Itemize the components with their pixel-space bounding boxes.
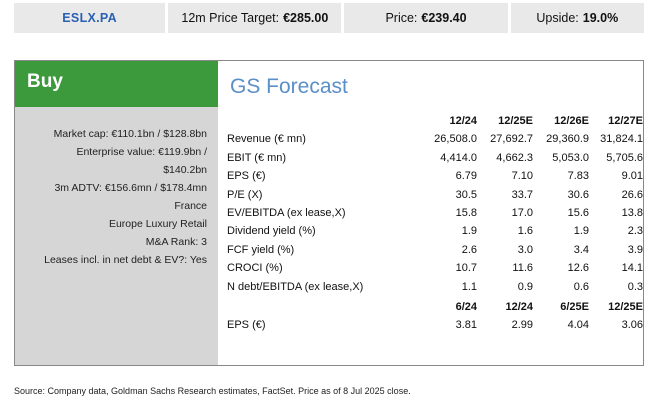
cell: 7.10 [511, 170, 533, 183]
cell: 4.04 [567, 319, 589, 332]
price-target: 12m Price Target: €285.00 [168, 3, 342, 33]
cell: 0.6 [573, 280, 589, 293]
row-label: EV/EBITDA (ex lease,X) [227, 206, 346, 219]
fact-sector: Europe Luxury Retail [108, 218, 207, 230]
cell: 27,692.7 [490, 133, 533, 146]
column-header: 12/24 [505, 300, 533, 313]
row-label: N debt/EBITDA (ex lease,X) [227, 280, 364, 293]
ticker: ESLX.PA [14, 3, 166, 33]
price-target-value: €285.00 [283, 11, 329, 25]
cell: 30.5 [455, 188, 477, 201]
table-row: Revenue (€ mn) 26,508.0 27,692.7 29,360.… [227, 131, 643, 149]
cell: 0.3 [627, 280, 643, 293]
table-row: P/E (X) 30.5 33.7 30.6 26.6 [227, 187, 643, 205]
fact-enterprise-value: Enterprise value: €119.9bn / [76, 146, 207, 158]
source-footnote: Source: Company data, Goldman Sachs Rese… [14, 386, 411, 396]
table-row: EPS (€) 6.79 7.10 7.83 9.01 [227, 168, 643, 186]
table-row: Dividend yield (%) 1.9 1.6 1.9 2.3 [227, 223, 643, 241]
forecast-title: GS Forecast [230, 75, 348, 98]
table-row: EBIT (€ mn) 4,414.0 4,662.3 5,053.0 5,70… [227, 150, 643, 168]
upside: Upside: 19.0% [510, 3, 644, 33]
cell: 10.7 [455, 262, 477, 275]
price-value: €239.40 [421, 11, 467, 25]
fact-adtv: 3m ADTV: €156.6mn / $178.4mn [54, 182, 207, 194]
row-label: Dividend yield (%) [227, 225, 316, 238]
fact-leases: Leases incl. in net debt & EV?: Yes [44, 254, 207, 266]
table-row: CROCI (%) 10.7 11.6 12.6 14.1 [227, 260, 643, 278]
cell: 26,508.0 [434, 133, 477, 146]
fact-market-cap: Market cap: €110.1bn / $128.8bn [53, 128, 207, 140]
table-row: N debt/EBITDA (ex lease,X) 1.1 0.9 0.6 0… [227, 279, 643, 297]
forecast-panel: Buy Market cap: €110.1bn / $128.8bn Ente… [14, 60, 644, 366]
cell: 30.6 [567, 188, 589, 201]
table-row: EPS (€) 3.81 2.99 4.04 3.06 [227, 317, 643, 335]
cell: 0.9 [517, 280, 533, 293]
cell: 5,053.0 [552, 151, 589, 164]
cell: 5,705.6 [606, 151, 643, 164]
row-label: CROCI (%) [227, 262, 283, 275]
cell: 7.83 [567, 170, 589, 183]
cell: 13.8 [621, 206, 643, 219]
cell: 26.6 [621, 188, 643, 201]
cell: 4,662.3 [496, 151, 533, 164]
cell: 1.9 [461, 225, 477, 238]
cell: 6.79 [455, 170, 477, 183]
price-label: Price: [385, 11, 418, 25]
cell: 31,824.1 [600, 133, 643, 146]
cell: 29,360.9 [546, 133, 589, 146]
cell: 14.1 [621, 262, 643, 275]
current-price: Price: €239.40 [344, 3, 508, 33]
forecast-table: 12/24 12/25E 12/26E 12/27E Revenue (€ mn… [227, 113, 643, 336]
table-row: EV/EBITDA (ex lease,X) 15.8 17.0 15.6 13… [227, 205, 643, 223]
cell: 3.06 [621, 319, 643, 332]
cell: 3.4 [573, 243, 589, 256]
cell: 15.6 [567, 206, 589, 219]
row-label: EBIT (€ mn) [227, 151, 287, 164]
rating-badge: Buy [15, 61, 218, 107]
row-label: P/E (X) [227, 188, 263, 201]
cell: 15.8 [455, 206, 477, 219]
fact-ma-rank: M&A Rank: 3 [145, 236, 207, 248]
column-header: 12/24 [449, 115, 477, 127]
upside-value: 19.0% [582, 11, 619, 25]
column-header: 12/26E [554, 115, 589, 127]
row-label: EPS (€) [227, 170, 266, 183]
cell: 9.01 [621, 170, 643, 183]
cell: 3.0 [517, 243, 533, 256]
column-header: 12/25E [608, 300, 643, 313]
upside-label: Upside: [536, 11, 579, 25]
cell: 3.81 [455, 319, 477, 332]
row-label: FCF yield (%) [227, 243, 295, 256]
row-label: Revenue (€ mn) [227, 133, 306, 146]
column-header: 6/25E [560, 300, 589, 313]
row-label: EPS (€) [227, 319, 266, 332]
company-facts: Market cap: €110.1bn / $128.8bn Enterpri… [27, 125, 207, 269]
price-target-label: 12m Price Target: [181, 11, 280, 25]
company-info-column: Buy Market cap: €110.1bn / $128.8bn Ente… [15, 61, 218, 365]
cell: 1.9 [573, 225, 589, 238]
cell: 11.6 [512, 262, 533, 275]
cell: 4,414.0 [440, 151, 477, 164]
summary-bar: ESLX.PA 12m Price Target: €285.00 Price: €… [14, 3, 644, 33]
cell: 2.3 [627, 225, 643, 238]
column-header: 12/27E [608, 115, 643, 127]
column-header: 6/24 [455, 300, 477, 313]
cell: 2.6 [461, 243, 477, 256]
table-row: FCF yield (%) 2.6 3.0 3.4 3.9 [227, 242, 643, 260]
cell: 17.0 [511, 206, 533, 219]
cell: 1.1 [461, 280, 477, 293]
cell: 2.99 [511, 319, 533, 332]
column-header: 12/25E [498, 115, 533, 127]
cell: 33.7 [511, 188, 533, 201]
annual-header-row: 12/24 12/25E 12/26E 12/27E [227, 113, 643, 131]
fact-country: France [174, 200, 207, 212]
fact-enterprise-value-usd: $140.2bn [163, 164, 207, 176]
cell: 1.6 [517, 225, 533, 238]
cell: 12.6 [567, 262, 589, 275]
cell: 3.9 [627, 243, 643, 256]
semiannual-header-row: 6/24 12/24 6/25E 12/25E [227, 299, 643, 317]
